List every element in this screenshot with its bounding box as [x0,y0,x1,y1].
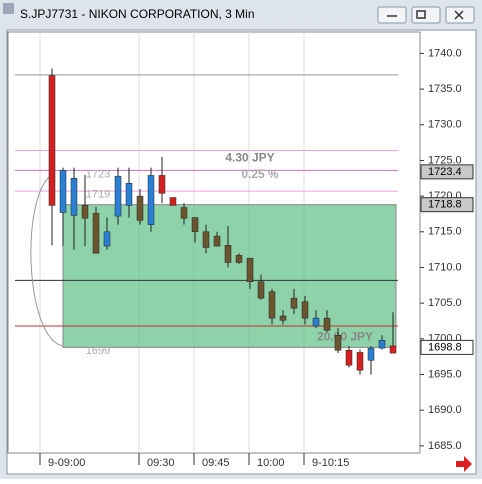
annotation: 1723 [86,169,110,181]
candle-body [367,347,375,361]
x-tick-label: 09:45 [202,457,230,469]
candle-body [191,217,199,233]
y-tick-label: 1705.0 [428,297,462,309]
candle-body [301,301,309,319]
y-tick-label: 1710.0 [428,261,462,273]
y-tick-label: 1690.0 [428,404,462,416]
price-label: 1718.8 [428,199,462,211]
candle-body [147,175,155,225]
candle-body [158,175,166,194]
annotation: 20.00 JPY [317,330,373,344]
candle-body [48,75,56,206]
candle-body [125,183,133,206]
candle-body [70,178,78,216]
candle-body [213,235,221,247]
price-label: 1723.4 [428,166,462,178]
annotation: 4.30 JPY [225,150,274,164]
candle-body [92,212,100,254]
scroll-arrow[interactable] [456,456,472,472]
candle-body [389,345,397,354]
candle-body [224,245,232,263]
x-tick-label: 9-09:00 [48,457,85,469]
candle-body [345,349,353,366]
candle-body [136,195,144,221]
price-label-box [420,197,474,213]
y-tick-label: 1685.0 [428,440,462,452]
price-label: 1698.8 [428,341,462,353]
candle-body [279,315,287,321]
candle-body [334,335,342,351]
price-label-box [420,339,474,355]
candle-body [81,205,89,219]
y-tick-label: 1740.0 [428,47,462,59]
candle-body [235,255,243,263]
range-box [62,204,397,348]
candle-body [246,257,254,282]
annotation: 1699 [86,345,110,357]
y-tick-label: 1725.0 [428,154,462,166]
candle-body [257,281,265,299]
arc [30,174,64,347]
x-tick-label: 09:30 [147,457,175,469]
candle-body [356,352,364,371]
window-title: S.JPJ7731 - NIKON CORPORATION, 3 Min [20,7,255,21]
price-label-box [420,164,474,180]
annotation: 1719 [86,189,110,201]
y-tick-label: 1730.0 [428,119,462,131]
y-tick-label: 1715.0 [428,226,462,238]
annotation: 0.25 % [241,167,279,181]
maximize-button[interactable] [411,6,441,24]
candle-body [180,207,188,219]
candle-body [202,231,210,248]
candle-body [268,291,276,319]
x-tick-label: 10:00 [257,457,285,469]
minimize-button[interactable] [377,6,407,24]
x-tick-label: 9-10:15 [312,457,349,469]
candle-body [59,170,67,213]
candle-body [378,340,386,349]
candle-body [103,231,111,247]
candle-body [114,175,122,217]
y-tick-label: 1735.0 [428,83,462,95]
candle-body [169,197,177,206]
window-button-icons [387,10,464,20]
window-icon [3,3,14,14]
candle-body [290,297,298,309]
candle-body [323,317,331,331]
y-tick-label: 1695.0 [428,368,462,380]
candle-body [312,317,320,327]
